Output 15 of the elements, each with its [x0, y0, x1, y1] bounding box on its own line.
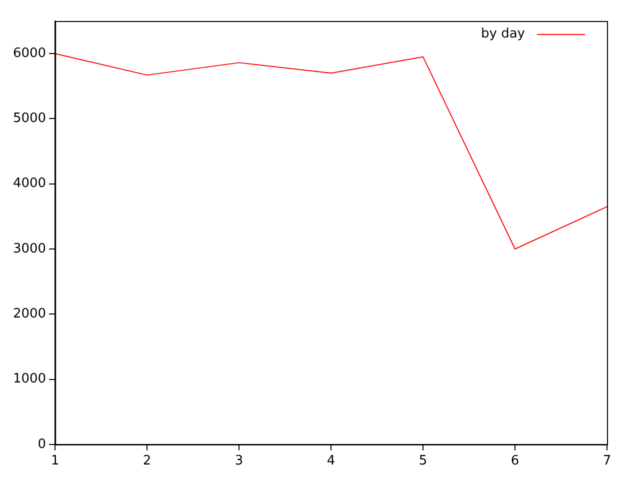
- y-tick-label: 5000: [12, 111, 46, 126]
- x-tick-label: 6: [510, 454, 520, 469]
- y-tick-label: 1000: [12, 372, 46, 387]
- x-tick-label: 7: [602, 454, 612, 469]
- x-tick-label: 4: [326, 454, 336, 469]
- y-tick-label: 6000: [12, 46, 46, 61]
- x-tick-label: 3: [234, 454, 244, 469]
- y-tick-label: 2000: [12, 306, 46, 322]
- x-tick-label: 2: [142, 454, 152, 469]
- x-tick-label: 5: [418, 454, 428, 469]
- y-tick-label: 0: [38, 436, 46, 452]
- legend-label: by day: [481, 26, 526, 42]
- y-tick-label: 3000: [12, 241, 46, 256]
- x-tick-label: 1: [50, 454, 60, 469]
- y-tick-label: 4000: [12, 176, 46, 192]
